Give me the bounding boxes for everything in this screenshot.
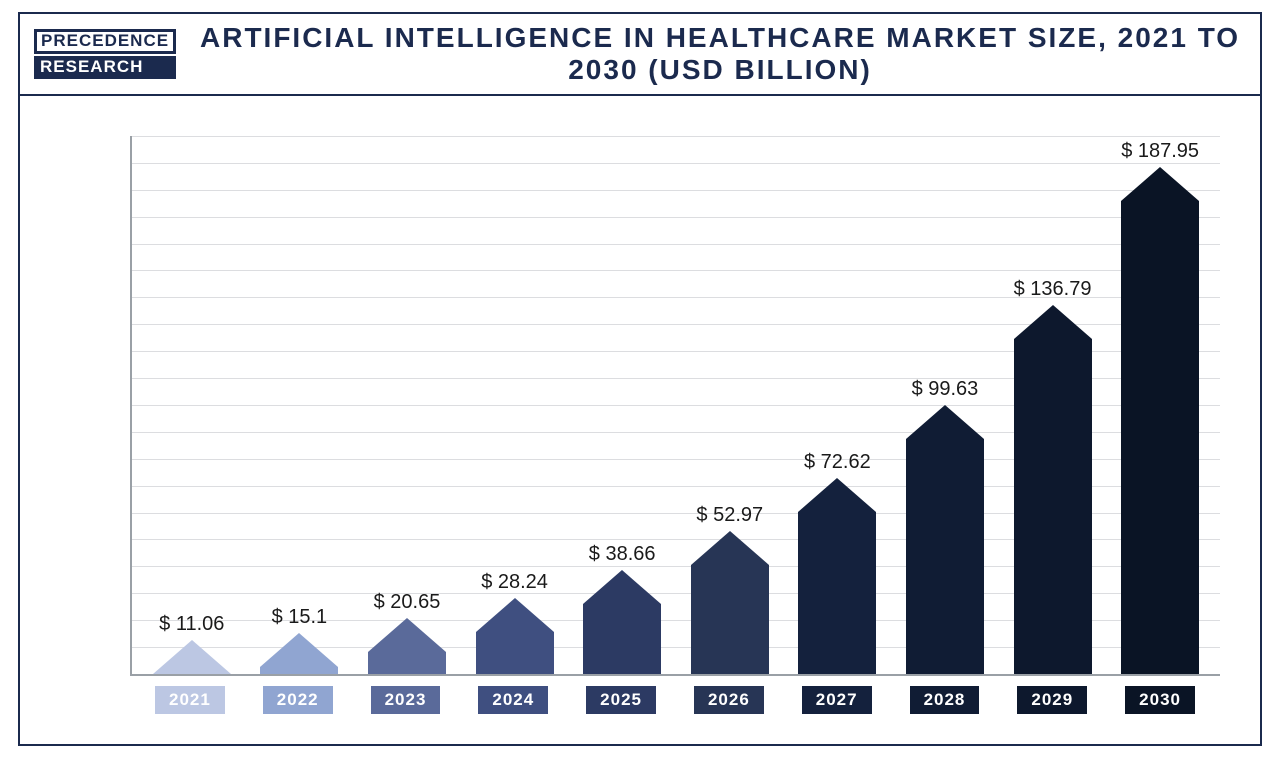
value-label: $ 52.97 xyxy=(696,504,763,527)
bar-2029: $ 136.79 xyxy=(999,339,1107,674)
bar-body xyxy=(368,652,446,674)
bar-shape xyxy=(1014,339,1092,674)
bar-2024: $ 28.24 xyxy=(461,632,569,674)
x-label-2021: 2021 xyxy=(136,686,244,714)
x-label-box: 2026 xyxy=(694,686,764,714)
value-label: $ 15.1 xyxy=(272,606,328,629)
x-label-box: 2025 xyxy=(586,686,656,714)
bar-body xyxy=(798,512,876,674)
bar-body xyxy=(1121,201,1199,674)
x-label-2027: 2027 xyxy=(783,686,891,714)
x-label-2022: 2022 xyxy=(244,686,352,714)
bar-arrow-head xyxy=(1121,167,1199,201)
bar-2025: $ 38.66 xyxy=(568,604,676,674)
bar-shape xyxy=(368,652,446,674)
bar-shape xyxy=(476,632,554,674)
bar-arrow-head xyxy=(476,598,554,632)
bar-body xyxy=(691,565,769,674)
x-label-box: 2030 xyxy=(1125,686,1195,714)
bar-shape xyxy=(1121,201,1199,674)
header-bar: PRECEDENCE RESEARCH ARTIFICIAL INTELLIGE… xyxy=(20,14,1260,96)
value-label: $ 136.79 xyxy=(1014,278,1092,301)
bar-shape xyxy=(798,512,876,674)
bar-shape xyxy=(906,439,984,674)
bars-container: $ 11.06$ 15.1$ 20.65$ 28.24$ 38.66$ 52.9… xyxy=(132,136,1220,674)
x-label-2023: 2023 xyxy=(352,686,460,714)
value-label: $ 187.95 xyxy=(1121,140,1199,163)
x-axis: 2021 2022 2023 2024 2025 2026 2027 2028 2029 2030 xyxy=(130,676,1220,714)
x-label-box: 2024 xyxy=(478,686,548,714)
value-label: $ 72.62 xyxy=(804,451,871,474)
chart-frame: PRECEDENCE RESEARCH ARTIFICIAL INTELLIGE… xyxy=(18,12,1262,746)
bar-body xyxy=(476,632,554,674)
chart-body: $ 11.06$ 15.1$ 20.65$ 28.24$ 38.66$ 52.9… xyxy=(20,96,1260,744)
chart-title: ARTIFICIAL INTELLIGENCE IN HEALTHCARE MA… xyxy=(194,22,1246,86)
bar-2022: $ 15.1 xyxy=(246,667,354,674)
bar-arrow-head xyxy=(368,618,446,652)
logo: PRECEDENCE RESEARCH xyxy=(34,29,176,78)
x-label-2025: 2025 xyxy=(567,686,675,714)
value-label: $ 99.63 xyxy=(912,378,979,401)
x-label-box: 2022 xyxy=(263,686,333,714)
bar-arrow-head xyxy=(260,633,338,667)
x-label-box: 2027 xyxy=(802,686,872,714)
bar-2027: $ 72.62 xyxy=(784,512,892,674)
bar-2028: $ 99.63 xyxy=(891,439,999,674)
value-label: $ 38.66 xyxy=(589,543,656,566)
bar-arrow-head xyxy=(691,531,769,565)
x-label-2026: 2026 xyxy=(675,686,783,714)
bar-shape xyxy=(691,565,769,674)
bar-arrow-head xyxy=(798,478,876,512)
bar-arrow-head xyxy=(153,640,231,674)
bar-arrow-head xyxy=(1014,305,1092,339)
value-label: $ 11.06 xyxy=(159,613,224,636)
x-label-2030: 2030 xyxy=(1106,686,1214,714)
bar-body xyxy=(1014,339,1092,674)
logo-bottom-word: RESEARCH xyxy=(34,56,176,78)
bar-2030: $ 187.95 xyxy=(1106,201,1214,674)
x-label-2028: 2028 xyxy=(891,686,999,714)
bar-arrow-head xyxy=(906,405,984,439)
x-label-2024: 2024 xyxy=(459,686,567,714)
x-label-box: 2023 xyxy=(371,686,441,714)
logo-top-word: PRECEDENCE xyxy=(34,29,176,54)
bar-arrow-head xyxy=(583,570,661,604)
bar-shape xyxy=(260,667,338,674)
bar-2026: $ 52.97 xyxy=(676,565,784,674)
bar-body xyxy=(260,667,338,674)
bar-body xyxy=(583,604,661,674)
x-label-box: 2029 xyxy=(1017,686,1087,714)
bar-shape xyxy=(583,604,661,674)
value-label: $ 28.24 xyxy=(481,571,548,594)
bar-2023: $ 20.65 xyxy=(353,652,461,674)
x-label-box: 2021 xyxy=(155,686,225,714)
bar-body xyxy=(906,439,984,674)
x-label-2029: 2029 xyxy=(998,686,1106,714)
x-label-box: 2028 xyxy=(910,686,980,714)
value-label: $ 20.65 xyxy=(374,591,441,614)
plot-area: $ 11.06$ 15.1$ 20.65$ 28.24$ 38.66$ 52.9… xyxy=(130,136,1220,676)
